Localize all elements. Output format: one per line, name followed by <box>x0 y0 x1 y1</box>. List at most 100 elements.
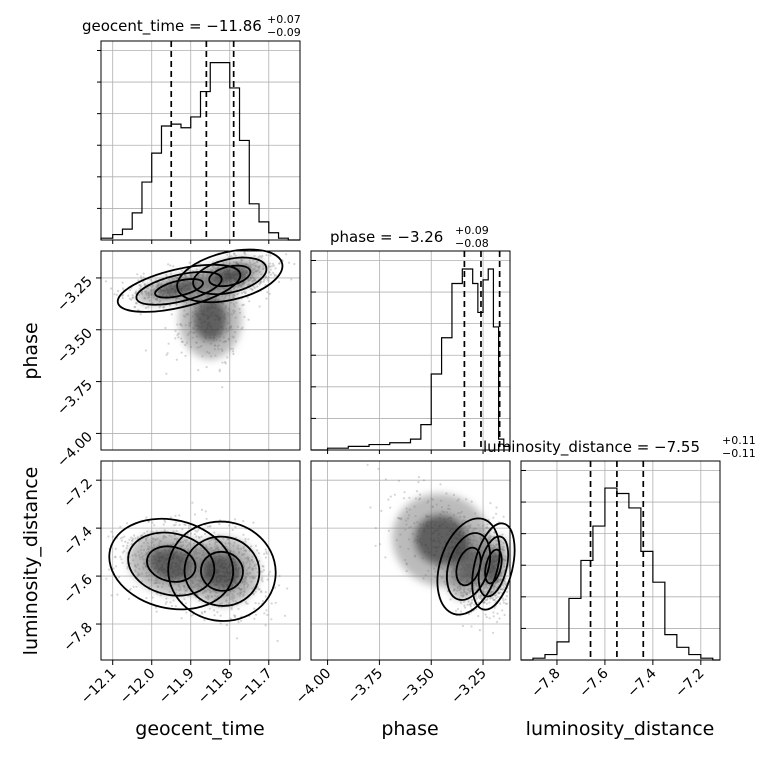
sample-point <box>105 577 108 580</box>
sample-point <box>468 613 471 616</box>
sample-point <box>203 532 207 536</box>
sample-point <box>170 604 173 608</box>
y-tick-label: −3.25 <box>54 273 96 315</box>
sample-point <box>121 281 124 284</box>
sample-point <box>186 533 189 536</box>
sample-point <box>243 251 246 254</box>
sample-point <box>149 278 152 281</box>
sample-point <box>262 565 265 568</box>
sample-point <box>247 318 250 321</box>
sample-point <box>180 617 183 620</box>
sample-point <box>197 536 200 539</box>
sample-point <box>389 506 392 509</box>
sample-point <box>121 287 124 290</box>
sample-point <box>278 575 281 578</box>
sample-point <box>232 614 236 617</box>
sample-point <box>175 529 178 533</box>
sample-point <box>249 287 252 290</box>
sample-point <box>501 533 504 536</box>
sample-point <box>167 342 170 345</box>
sample-point <box>147 520 150 523</box>
sample-point <box>502 599 505 602</box>
sample-point <box>501 597 504 600</box>
sample-point <box>499 602 502 605</box>
sample-point <box>258 588 261 591</box>
sample-point <box>185 611 188 614</box>
sample-point <box>275 274 278 277</box>
sample-point <box>131 537 135 540</box>
sample-point <box>417 481 420 484</box>
density-shading <box>392 493 509 600</box>
sample-point <box>180 351 183 354</box>
sample-point <box>247 538 250 541</box>
xlabel-luminosity-distance: luminosity_distance <box>526 718 715 740</box>
sample-point <box>245 602 248 605</box>
sample-point <box>377 467 380 470</box>
sample-point <box>408 496 411 499</box>
sample-point <box>138 284 141 287</box>
sample-point <box>174 605 177 608</box>
scatter-phase-vs-geocent-time-panel <box>100 248 301 451</box>
xlabel-phase: phase <box>381 718 438 740</box>
sample-point <box>480 598 483 601</box>
sample-point <box>237 621 240 624</box>
sample-point <box>265 552 268 555</box>
contour-level <box>446 532 492 601</box>
sample-point <box>176 323 179 326</box>
sample-point <box>131 539 134 542</box>
sample-point <box>208 525 211 528</box>
sample-point <box>264 591 267 594</box>
sample-point <box>165 372 168 375</box>
sample-point <box>218 523 221 526</box>
sample-point <box>241 326 244 329</box>
sample-point <box>270 618 273 621</box>
sample-point <box>402 497 405 500</box>
sample-point <box>271 262 274 265</box>
sample-point <box>196 530 199 533</box>
y-tick-label: −3.50 <box>54 325 96 367</box>
title-geocent-time-minus: −0.09 <box>267 26 301 39</box>
sample-point <box>471 598 474 602</box>
sample-point <box>494 594 497 598</box>
x-tick-label: −7.4 <box>624 665 659 700</box>
sample-point <box>480 594 483 597</box>
sample-point <box>164 326 167 330</box>
sample-point <box>369 506 372 509</box>
sample-point <box>139 285 142 288</box>
sample-point <box>261 254 264 258</box>
y-tick-label: −7.2 <box>60 476 95 511</box>
sample-point <box>115 293 118 296</box>
sample-point <box>267 280 270 283</box>
sample-point <box>208 607 211 610</box>
sample-point <box>495 620 499 624</box>
title-luminosity-distance-plus: +0.11 <box>722 434 756 447</box>
sample-point <box>130 298 133 301</box>
sample-point <box>475 597 478 600</box>
sample-point <box>254 590 257 593</box>
sample-point <box>131 297 134 300</box>
sample-point <box>263 612 266 615</box>
sample-point <box>259 281 262 284</box>
sample-point <box>269 254 272 257</box>
sample-point <box>479 596 482 599</box>
sample-point <box>258 283 261 286</box>
sample-point <box>115 565 118 568</box>
sample-point <box>244 292 247 295</box>
sample-point <box>230 608 233 611</box>
sample-point <box>265 609 268 612</box>
sample-point <box>145 516 148 519</box>
sample-point <box>226 253 229 256</box>
sample-point <box>286 587 289 590</box>
sample-point <box>181 528 184 531</box>
density-core <box>147 546 195 582</box>
x-tick-label: −11.9 <box>156 666 198 708</box>
sample-point <box>452 493 455 497</box>
sample-point <box>164 520 167 524</box>
sample-point <box>252 593 255 596</box>
sample-point <box>380 509 383 512</box>
sample-point <box>121 294 125 297</box>
sample-point <box>255 613 258 616</box>
sample-point <box>129 587 132 590</box>
sample-point <box>104 280 108 283</box>
sample-point <box>379 543 382 546</box>
